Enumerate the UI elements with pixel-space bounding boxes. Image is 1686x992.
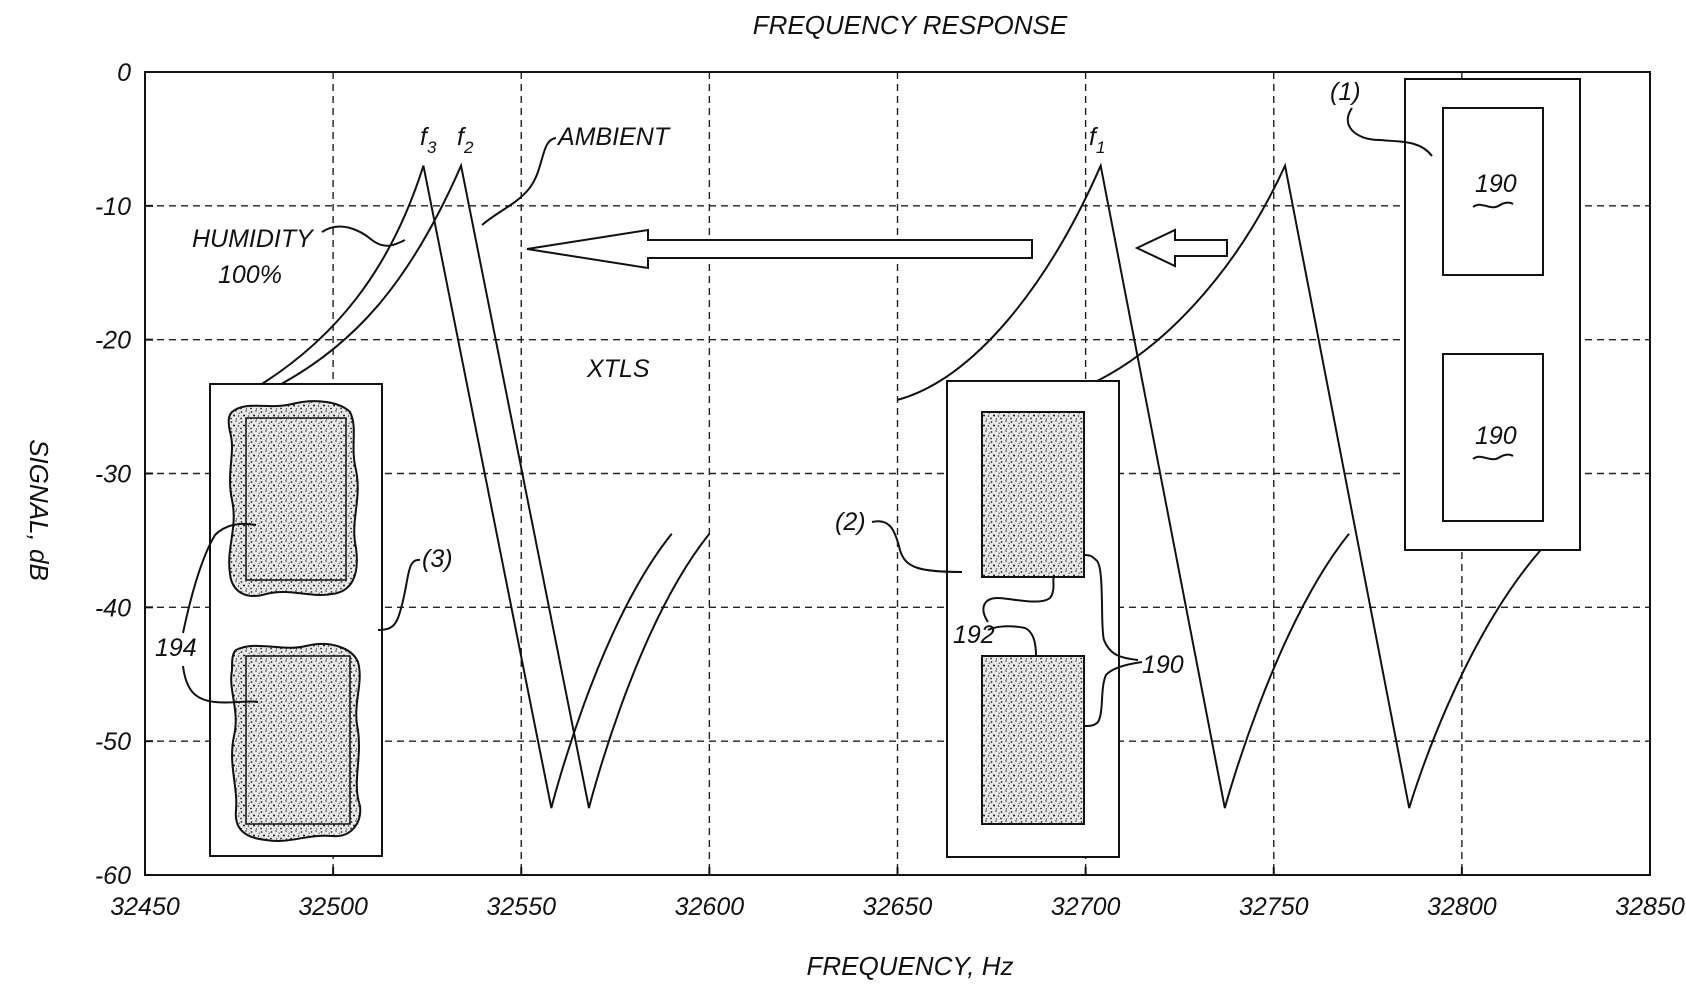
x-tick-label: 32550 (486, 893, 556, 921)
x-tick-labels: 32450 32500 32550 32600 32650 32700 32750 32800… (110, 867, 1685, 921)
inset-2-ref-192-leader-a (982, 574, 1055, 623)
x-tick-label: 32450 (110, 893, 180, 921)
inset-2-ref-190-leader-a (1083, 554, 1139, 661)
inset-3-ref-194-leader-bottom (182, 665, 259, 704)
inset-3-pad-top-inner (245, 417, 347, 581)
humidity-leader (321, 225, 406, 247)
inset-2-pad-bottom (981, 655, 1085, 825)
inset-3-ref-194-leader-top (182, 522, 257, 634)
inset-3-pad-bottom (230, 643, 362, 842)
inset-2-ref-192-leader-b (987, 625, 1037, 657)
x-tick-label: 32600 (675, 893, 745, 921)
inset-3-label: (3) (422, 545, 453, 573)
series-line-1 (257, 165, 673, 809)
inset-1-ref-190-top: 190 (1475, 170, 1517, 198)
x-tick-label: 32850 (1615, 893, 1685, 921)
series-line-3 (897, 162, 1350, 809)
peak-f3-label: f3 (420, 123, 437, 157)
humidity-label-line1: HUMIDITY (192, 225, 315, 253)
x-tick-label: 32650 (863, 893, 933, 921)
inset-1: 190 190 (1) (1330, 78, 1581, 551)
inset-1-pad-bottom (1442, 353, 1544, 522)
x-tick-label: 32800 (1427, 893, 1497, 921)
inset-2-ref-190: 190 (1142, 651, 1184, 679)
small-left-arrow (1134, 228, 1228, 268)
inset-1-ref-190-bottom: 190 (1475, 422, 1517, 450)
y-tick-label: -30 (95, 461, 131, 489)
x-tick-label: 32750 (1239, 893, 1309, 921)
x-tick-label: 32700 (1051, 893, 1121, 921)
inset-2-ref-192: 192 (953, 621, 995, 649)
inset-2-label: (2) (835, 508, 866, 536)
inset-3-leader (377, 558, 421, 631)
inset-3-ref-194: 194 (155, 634, 197, 662)
series-line-4 (1085, 162, 1557, 809)
inset-2: (2) 192 190 (835, 380, 1184, 858)
inset-2-pad-top (981, 411, 1085, 578)
y-tick-label: 0 (117, 59, 131, 87)
peak-f2-label: f2 (457, 123, 474, 157)
peak-f1-label: f1 (1089, 123, 1105, 157)
y-tick-label: -60 (95, 862, 131, 890)
y-tick-label: -10 (95, 193, 131, 221)
ambient-label: AMBIENT (556, 123, 671, 151)
inset-3-pad-top (227, 400, 359, 597)
y-axis-label: SIGNAL, dB (24, 439, 54, 581)
inset-3: (3) 194 (155, 383, 453, 857)
big-left-arrow (526, 228, 1033, 270)
inset-1-ref-190-top-underline (1472, 201, 1514, 209)
inset-1-pad-top (1442, 107, 1544, 276)
ambient-leader (481, 137, 557, 226)
xtls-label: XTLS (586, 355, 650, 383)
inset-3-pad-bottom-inner (245, 655, 351, 825)
inset-1-ref-190-bottom-underline (1472, 453, 1514, 461)
x-axis-label: FREQUENCY, Hz (806, 951, 1013, 981)
inset-2-leader (871, 520, 963, 573)
series-layer (257, 162, 1557, 809)
x-tick-label: 32500 (298, 893, 368, 921)
y-tick-label: -20 (95, 327, 131, 355)
inset-2-ref-190-leader-b (1083, 661, 1143, 727)
chart-title: FREQUENCY RESPONSE (753, 10, 1068, 40)
inset-1-label: (1) (1330, 78, 1361, 106)
inset-1-leader (1346, 107, 1433, 157)
y-tick-labels: 0 -10 -20 -30 -40 -50 -60 (95, 59, 153, 890)
humidity-label-line2: 100% (218, 261, 282, 289)
y-tick-label: -40 (95, 594, 131, 622)
y-tick-label: -50 (95, 728, 131, 756)
series-line-2 (276, 162, 711, 809)
